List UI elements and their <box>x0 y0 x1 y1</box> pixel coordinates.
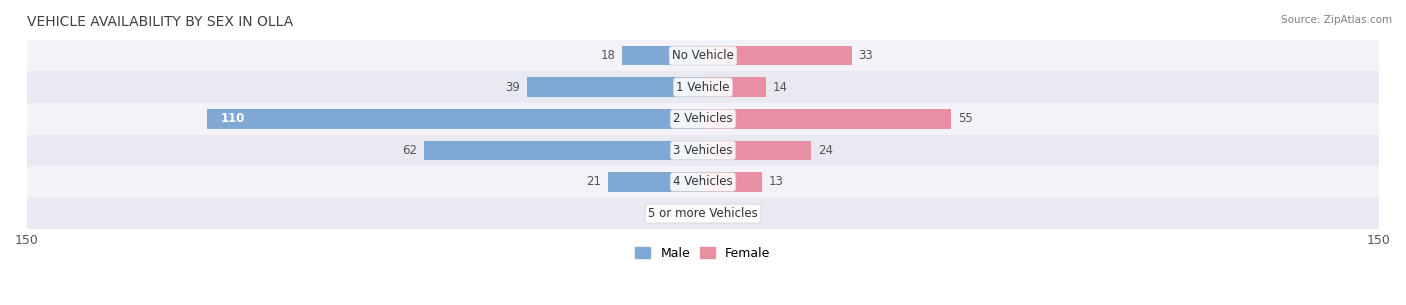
Bar <box>27 166 1379 198</box>
Bar <box>27 103 1379 135</box>
Bar <box>27 40 1379 71</box>
Bar <box>527 77 703 97</box>
Text: 18: 18 <box>600 49 614 62</box>
Bar <box>27 135 1379 166</box>
Bar <box>703 109 950 129</box>
Bar <box>609 172 703 192</box>
Bar <box>27 198 1379 229</box>
Text: 55: 55 <box>957 112 973 125</box>
Text: 13: 13 <box>768 175 783 188</box>
Text: 39: 39 <box>506 81 520 94</box>
Text: 1 Vehicle: 1 Vehicle <box>676 81 730 94</box>
Legend: Male, Female: Male, Female <box>630 242 776 265</box>
Text: 3 Vehicles: 3 Vehicles <box>673 144 733 157</box>
Text: No Vehicle: No Vehicle <box>672 49 734 62</box>
Text: 24: 24 <box>818 144 832 157</box>
Text: 2 Vehicles: 2 Vehicles <box>673 112 733 125</box>
Text: 110: 110 <box>221 112 245 125</box>
Text: 14: 14 <box>773 81 787 94</box>
Bar <box>703 172 762 192</box>
Bar <box>207 109 703 129</box>
Text: 4 Vehicles: 4 Vehicles <box>673 175 733 188</box>
Bar <box>423 141 703 160</box>
Bar <box>703 77 766 97</box>
Text: 33: 33 <box>859 49 873 62</box>
Text: VEHICLE AVAILABILITY BY SEX IN OLLA: VEHICLE AVAILABILITY BY SEX IN OLLA <box>27 15 294 29</box>
Bar <box>703 46 852 66</box>
Text: 21: 21 <box>586 175 602 188</box>
Bar <box>621 46 703 66</box>
Text: 0: 0 <box>689 207 696 220</box>
Text: Source: ZipAtlas.com: Source: ZipAtlas.com <box>1281 15 1392 25</box>
Bar <box>27 71 1379 103</box>
Text: 0: 0 <box>710 207 717 220</box>
Text: 62: 62 <box>402 144 416 157</box>
Bar <box>703 141 811 160</box>
Text: 5 or more Vehicles: 5 or more Vehicles <box>648 207 758 220</box>
